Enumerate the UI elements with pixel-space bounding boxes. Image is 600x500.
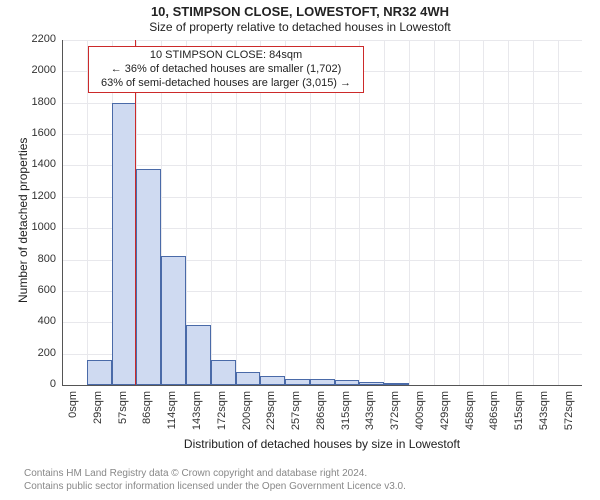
y-tick-label: 600 xyxy=(16,284,56,296)
y-tick-label: 2200 xyxy=(16,33,56,45)
x-tick-label: 515sqm xyxy=(513,391,525,441)
x-tick-label: 257sqm xyxy=(290,391,302,441)
x-tick-label: 458sqm xyxy=(464,391,476,441)
info-box-line: 10 STIMPSON CLOSE: 84sqm xyxy=(95,49,357,63)
info-box-line: ← 36% of detached houses are smaller (1,… xyxy=(95,63,357,77)
grid-line-vertical xyxy=(384,40,385,385)
x-tick-label: 200sqm xyxy=(241,391,253,441)
chart-subtitle: Size of property relative to detached ho… xyxy=(0,20,600,36)
grid-line-vertical xyxy=(434,40,435,385)
property-info-box: 10 STIMPSON CLOSE: 84sqm← 36% of detache… xyxy=(88,46,364,93)
grid-line-vertical xyxy=(508,40,509,385)
grid-line-horizontal xyxy=(62,103,582,104)
y-tick-label: 0 xyxy=(16,378,56,390)
y-tick-label: 1600 xyxy=(16,127,56,139)
histogram-bar xyxy=(236,372,261,385)
x-tick-label: 86sqm xyxy=(141,391,153,441)
grid-line-horizontal xyxy=(62,165,582,166)
grid-line-vertical xyxy=(483,40,484,385)
y-axis-line xyxy=(62,40,63,385)
footer-line-1: Contains HM Land Registry data © Crown c… xyxy=(0,468,600,479)
chart-title: 10, STIMPSON CLOSE, LOWESTOFT, NR32 4WH xyxy=(0,0,600,20)
x-tick-label: 486sqm xyxy=(488,391,500,441)
property-size-chart: 10, STIMPSON CLOSE, LOWESTOFT, NR32 4WH … xyxy=(0,0,600,500)
x-tick-label: 143sqm xyxy=(191,391,203,441)
x-tick-label: 29sqm xyxy=(92,391,104,441)
footer-line-2: Contains public sector information licen… xyxy=(0,481,600,492)
grid-line-horizontal xyxy=(62,134,582,135)
histogram-bar xyxy=(87,360,112,385)
x-tick-label: 229sqm xyxy=(265,391,277,441)
grid-line-vertical xyxy=(459,40,460,385)
x-tick-label: 286sqm xyxy=(315,391,327,441)
y-tick-label: 2000 xyxy=(16,64,56,76)
x-tick-label: 172sqm xyxy=(216,391,228,441)
histogram-bar xyxy=(161,256,186,385)
x-tick-label: 343sqm xyxy=(364,391,376,441)
x-tick-label: 114sqm xyxy=(166,391,178,441)
info-box-line: 63% of semi-detached houses are larger (… xyxy=(95,77,357,91)
histogram-bar xyxy=(136,169,161,385)
x-tick-label: 572sqm xyxy=(563,391,575,441)
x-axis-line xyxy=(62,385,582,386)
y-tick-label: 1800 xyxy=(16,96,56,108)
x-tick-label: 429sqm xyxy=(439,391,451,441)
histogram-bar xyxy=(186,325,211,385)
y-tick-label: 1000 xyxy=(16,221,56,233)
histogram-bar xyxy=(211,360,236,385)
x-tick-label: 57sqm xyxy=(117,391,129,441)
x-tick-label: 543sqm xyxy=(538,391,550,441)
grid-line-vertical xyxy=(533,40,534,385)
y-tick-label: 400 xyxy=(16,315,56,327)
y-tick-label: 200 xyxy=(16,347,56,359)
grid-line-vertical xyxy=(409,40,410,385)
histogram-bar xyxy=(260,376,285,385)
y-tick-label: 1200 xyxy=(16,190,56,202)
histogram-bar xyxy=(112,103,137,385)
y-tick-label: 1400 xyxy=(16,158,56,170)
y-tick-label: 800 xyxy=(16,253,56,265)
grid-line-vertical xyxy=(558,40,559,385)
x-tick-label: 315sqm xyxy=(340,391,352,441)
x-tick-label: 372sqm xyxy=(389,391,401,441)
x-tick-label: 400sqm xyxy=(414,391,426,441)
grid-line-horizontal xyxy=(62,40,582,41)
x-tick-label: 0sqm xyxy=(67,391,79,441)
